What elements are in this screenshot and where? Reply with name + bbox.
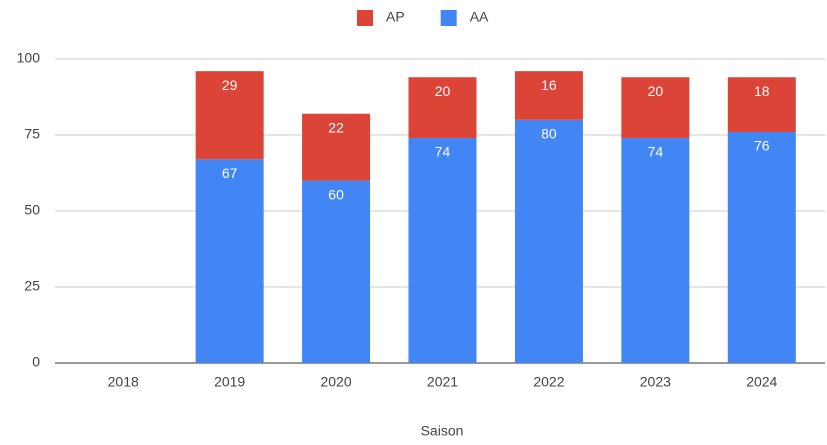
data-label: 80 <box>541 126 557 142</box>
bar-segment <box>514 71 583 120</box>
y-tick-label: 25 <box>24 278 40 294</box>
bar-segment <box>621 138 690 363</box>
bar-segment <box>302 180 371 363</box>
x-tick-label: 2024 <box>746 374 777 390</box>
bar-segment <box>621 77 690 139</box>
legend-swatch <box>440 10 457 26</box>
data-label: 18 <box>754 83 770 99</box>
data-label: 16 <box>541 77 557 93</box>
data-label: 67 <box>222 165 238 181</box>
bar-segment <box>195 159 264 363</box>
x-tick-label: 2022 <box>533 374 564 390</box>
x-tick-label: 2018 <box>108 374 139 390</box>
bar-segment <box>727 77 796 132</box>
data-label: 60 <box>328 186 344 202</box>
bar-segment <box>727 131 796 363</box>
data-label: 20 <box>435 83 451 99</box>
y-tick-label: 50 <box>24 202 40 218</box>
bar-segment <box>408 138 477 363</box>
bar-segment <box>514 119 583 363</box>
data-label: 22 <box>328 119 344 135</box>
data-label: 76 <box>754 138 770 154</box>
x-tick-label: 2021 <box>427 374 458 390</box>
data-label: 29 <box>222 77 238 93</box>
data-label: 74 <box>648 144 664 160</box>
legend-label: AP <box>386 9 405 25</box>
legend-swatch <box>357 10 373 26</box>
y-tick-label: 0 <box>32 354 40 370</box>
bar-segment <box>408 77 477 139</box>
x-tick-label: 2019 <box>214 374 245 390</box>
data-label: 74 <box>435 144 451 160</box>
legend-label: AA <box>470 9 489 25</box>
bar-segment <box>302 113 371 181</box>
x-axis-label: Saison <box>421 423 464 439</box>
x-tick-label: 2020 <box>320 374 351 390</box>
bar-segment <box>195 71 264 160</box>
data-label: 20 <box>648 83 664 99</box>
y-tick-label: 100 <box>17 50 41 66</box>
y-tick-label: 75 <box>24 126 40 142</box>
x-tick-label: 2023 <box>640 374 671 390</box>
